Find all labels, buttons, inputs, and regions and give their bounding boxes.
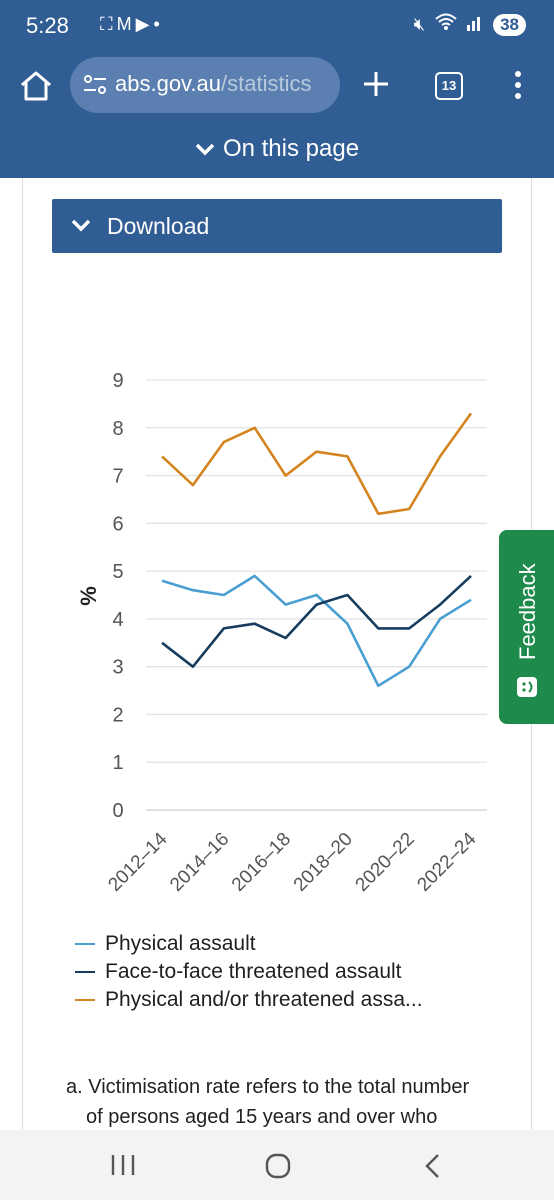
feedback-label: Feedback <box>515 563 540 660</box>
legend-label: Face-to-face threatened assault <box>105 960 402 983</box>
y-tick-label: 2 <box>112 704 123 726</box>
on-this-page-label: On this page <box>222 135 360 162</box>
y-tick-label: 9 <box>112 370 123 392</box>
legend-swatch <box>75 999 95 1001</box>
x-tick-label: 2016–18 <box>228 829 295 896</box>
address-bar[interactable]: abs.gov.au/statistics <box>70 57 340 113</box>
legend-swatch <box>75 943 95 945</box>
url-path: /statistics <box>221 71 312 96</box>
y-tick-label: 3 <box>112 657 123 679</box>
legend-item[interactable]: Physical assault <box>75 930 423 958</box>
x-tick-label: 2020–22 <box>352 829 419 896</box>
notification-icons: ⛶M▶• <box>100 14 164 35</box>
y-tick-label: 0 <box>112 800 123 822</box>
recents-icon[interactable] <box>110 1154 136 1176</box>
x-tick-label: 2014–16 <box>166 829 233 896</box>
download-toggle[interactable]: Download <box>52 199 502 253</box>
on-this-page-toggle[interactable]: On this page <box>0 120 554 178</box>
x-tick-label: 2018–20 <box>290 829 357 896</box>
y-axis-label: % <box>76 586 101 606</box>
download-label: Download <box>107 213 210 239</box>
y-tick-label: 4 <box>112 609 123 631</box>
more-vert-icon <box>515 71 521 99</box>
chevron-down-icon <box>71 219 91 232</box>
y-tick-label: 5 <box>112 561 123 583</box>
y-tick-label: 7 <box>112 466 123 488</box>
status-bar: 5:28 ⛶M▶• 🔇︎ 38 <box>0 0 554 52</box>
x-tick-label: 2012–14 <box>104 828 171 895</box>
youtube-icon: ▶ <box>135 14 154 34</box>
y-tick-label: 6 <box>112 513 123 535</box>
browser-menu-button[interactable] <box>508 68 528 104</box>
new-tab-button[interactable] <box>362 64 390 106</box>
x-tick-label: 2022–24 <box>413 828 480 895</box>
back-icon[interactable] <box>423 1153 441 1179</box>
feedback-smile-icon <box>517 677 537 697</box>
battery-badge: 38 <box>493 13 526 36</box>
mute-icon: 🔇︎ <box>413 14 426 34</box>
legend-item[interactable]: Physical and/or threatened assa... <box>75 986 423 1014</box>
chart-series <box>161 412 473 688</box>
url-text: abs.gov.au/statistics <box>115 71 311 97</box>
legend-item[interactable]: Face-to-face threatened assault <box>75 958 423 986</box>
series-line[interactable] <box>161 412 473 516</box>
series-line[interactable] <box>161 574 472 688</box>
footnote-line-1: a. Victimisation rate refers to the tota… <box>66 1076 470 1098</box>
y-tick-label: 8 <box>112 418 123 440</box>
gmail-icon: M <box>116 14 136 34</box>
legend-label: Physical and/or threatened assa... <box>105 988 423 1011</box>
browser-toolbar: abs.gov.au/statistics 13 <box>0 52 554 120</box>
home-circle-icon[interactable] <box>265 1153 291 1179</box>
screenshot-icon: ⛶ <box>100 14 117 34</box>
tab-switcher-button[interactable]: 13 <box>435 72 463 100</box>
home-icon <box>21 71 51 101</box>
system-nav-bar <box>0 1130 554 1200</box>
feedback-button[interactable]: Feedback <box>499 530 554 724</box>
signal-icon <box>467 13 483 36</box>
plus-icon <box>364 72 388 96</box>
footnote: a. Victimisation rate refers to the tota… <box>66 1072 506 1132</box>
x-tick-labels: 2012–142014–162016–182018–202020–222022–… <box>104 828 480 895</box>
y-tick-label: 1 <box>112 752 123 774</box>
chart-legend: Physical assault Face-to-face threatened … <box>75 930 423 1014</box>
home-button[interactable] <box>18 68 54 104</box>
y-tick-labels: 0 1 2 3 4 5 6 7 8 9 <box>112 370 123 822</box>
dot-icon: • <box>153 14 164 34</box>
series-line[interactable] <box>161 574 472 669</box>
wifi-icon <box>435 13 457 36</box>
system-icons: 🔇︎ 38 <box>414 13 526 36</box>
legend-swatch <box>75 971 95 973</box>
site-settings-icon[interactable] <box>82 73 108 97</box>
status-time: 5:28 <box>26 13 69 38</box>
legend-label: Physical assault <box>105 932 256 955</box>
footnote-line-2: of persons aged 15 years and over who <box>86 1106 438 1128</box>
chevron-down-icon <box>195 143 215 156</box>
url-domain: abs.gov.au <box>115 71 222 96</box>
